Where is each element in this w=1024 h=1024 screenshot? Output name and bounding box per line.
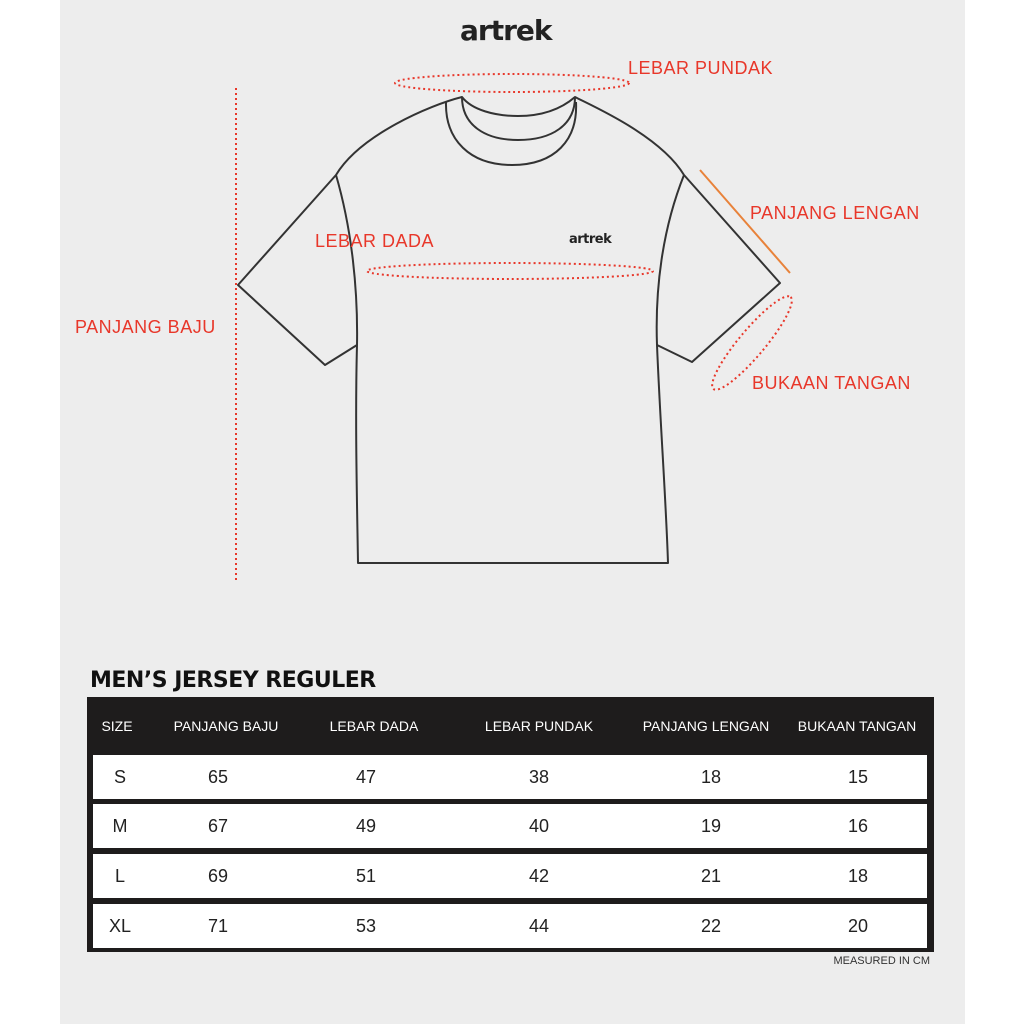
cell: 16	[847, 816, 869, 836]
chest-measure-marker	[366, 262, 654, 280]
table-row: L 69 51 42 21 18	[93, 854, 927, 898]
label-lebar-pundak: LEBAR PUNDAK	[628, 58, 774, 78]
sleeve-length-marker	[699, 169, 791, 274]
label-lebar-dada: LEBAR DADA	[315, 231, 435, 251]
shirt-outline	[237, 96, 781, 564]
cell: 18	[847, 866, 869, 886]
cell: 65	[207, 767, 229, 787]
cell: 38	[528, 767, 550, 787]
cell: 49	[355, 816, 377, 836]
cell: 20	[847, 916, 869, 936]
cell: 71	[207, 916, 229, 936]
cell: 22	[700, 916, 722, 936]
left-armhole	[335, 174, 359, 346]
header-bukaan-tangan: BUKAAN TANGAN	[797, 718, 917, 734]
cell: 15	[847, 767, 869, 787]
tshirt-diagram	[235, 73, 793, 582]
label-panjang-baju: PANJANG BAJU	[75, 317, 216, 337]
header-panjang-baju: PANJANG BAJU	[173, 718, 279, 734]
collar-inner	[461, 96, 576, 141]
label-panjang-lengan: PANJANG LENGAN	[750, 203, 920, 223]
cell-size: M	[112, 816, 128, 836]
chest-logo: artrek	[569, 232, 612, 247]
cell-size: S	[113, 767, 127, 787]
cell: 47	[355, 767, 377, 787]
cell: 21	[700, 866, 722, 886]
size-table: SIZE PANJANG BAJU LEBAR DADA LEBAR PUNDA…	[87, 697, 934, 952]
cell: 18	[700, 767, 722, 787]
header-lebar-pundak: LEBAR PUNDAK	[484, 718, 594, 734]
brand-logo: artrek	[460, 14, 553, 47]
table-title: MEN’S JERSEY REGULER	[90, 668, 376, 693]
cell: 53	[355, 916, 377, 936]
cell-size: L	[114, 866, 126, 886]
header-lebar-dada: LEBAR DADA	[329, 718, 419, 734]
right-armhole	[655, 174, 685, 346]
cell: 51	[355, 866, 377, 886]
cell: 44	[528, 916, 550, 936]
label-bukaan-tangan: BUKAAN TANGAN	[752, 373, 911, 393]
table-row: M 67 49 40 19 16	[93, 804, 927, 848]
cell-size: XL	[108, 916, 132, 936]
header-panjang-lengan: PANJANG LENGAN	[642, 718, 770, 734]
header-size: SIZE	[101, 718, 133, 734]
table-row: XL 71 53 44 22 20	[93, 904, 927, 948]
collar	[444, 101, 578, 166]
table-header: SIZE PANJANG BAJU LEBAR DADA LEBAR PUNDA…	[87, 697, 934, 754]
cell: 67	[207, 816, 229, 836]
shoulder-measure-marker	[394, 73, 630, 93]
cell: 40	[528, 816, 550, 836]
measurement-unit-note: MEASURED IN CM	[833, 955, 930, 967]
cell: 19	[700, 816, 722, 836]
sleeve-opening-marker	[711, 295, 793, 391]
cell: 69	[207, 866, 229, 886]
table-row: S 65 47 38 18 15	[93, 755, 927, 799]
cell: 42	[528, 866, 550, 886]
